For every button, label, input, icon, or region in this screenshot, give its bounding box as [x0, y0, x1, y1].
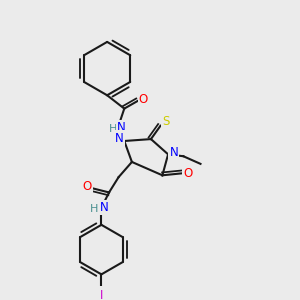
Text: H: H [90, 204, 98, 214]
Text: N: N [117, 121, 126, 134]
Text: H: H [109, 124, 117, 134]
Text: N: N [115, 132, 124, 145]
Text: O: O [184, 167, 193, 180]
Text: S: S [163, 116, 170, 128]
Text: O: O [139, 93, 148, 106]
Text: I: I [100, 289, 103, 300]
Text: N: N [169, 146, 178, 159]
Text: N: N [100, 201, 109, 214]
Text: O: O [82, 180, 92, 193]
